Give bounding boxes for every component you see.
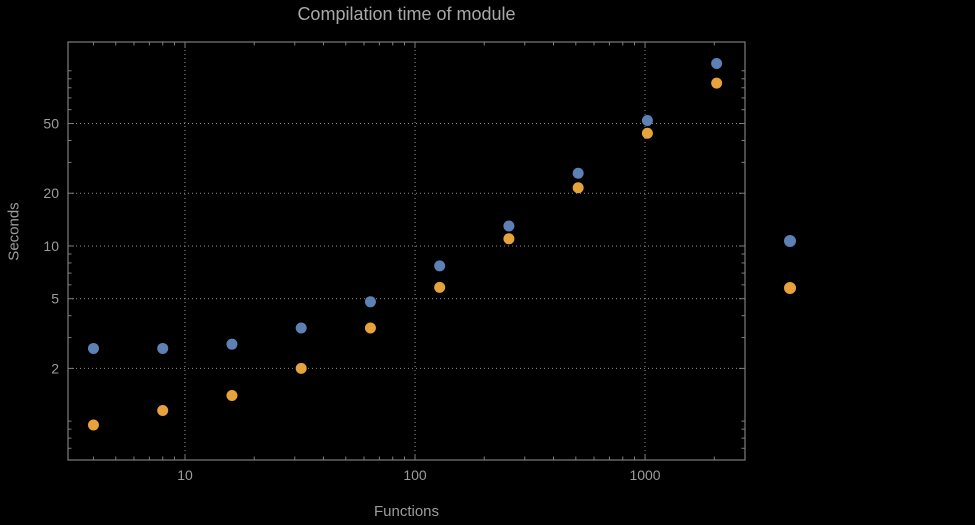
data-point-series-1 — [434, 260, 446, 272]
data-point-series-1 — [711, 58, 723, 70]
y-tick-label: 20 — [43, 185, 59, 201]
data-point-series-2 — [641, 127, 653, 139]
plot-frame — [67, 41, 746, 461]
data-point-series-2 — [87, 419, 99, 431]
legend-marker-series-1 — [784, 235, 796, 247]
data-point-series-1 — [157, 342, 169, 354]
data-point-series-2 — [364, 322, 376, 334]
data-point-series-2 — [295, 362, 307, 374]
y-tick-label: 5 — [51, 291, 59, 307]
data-point-series-1 — [226, 338, 238, 350]
data-point-series-2 — [572, 182, 584, 194]
data-point-series-1 — [641, 115, 653, 127]
x-tick-label: 10 — [177, 467, 193, 483]
y-tick-label: 50 — [43, 116, 59, 132]
data-point-series-1 — [572, 167, 584, 179]
data-point-series-2 — [503, 233, 515, 245]
data-point-series-2 — [157, 405, 169, 417]
data-point-series-2 — [711, 77, 723, 89]
chart-title: Compilation time of module — [297, 4, 516, 24]
y-tick-label: 2 — [51, 360, 59, 376]
y-tick-label: 10 — [43, 238, 59, 254]
data-point-series-1 — [364, 296, 376, 308]
legend-marker-series-2 — [784, 282, 796, 294]
x-axis-label: Functions — [373, 503, 440, 520]
data-point-series-1 — [87, 342, 99, 354]
x-tick-label: 1000 — [629, 467, 660, 483]
x-tick-label: 100 — [403, 467, 427, 483]
data-point-series-2 — [226, 390, 238, 402]
data-point-series-2 — [434, 281, 446, 293]
data-point-series-1 — [295, 322, 307, 334]
data-point-series-1 — [503, 220, 515, 232]
